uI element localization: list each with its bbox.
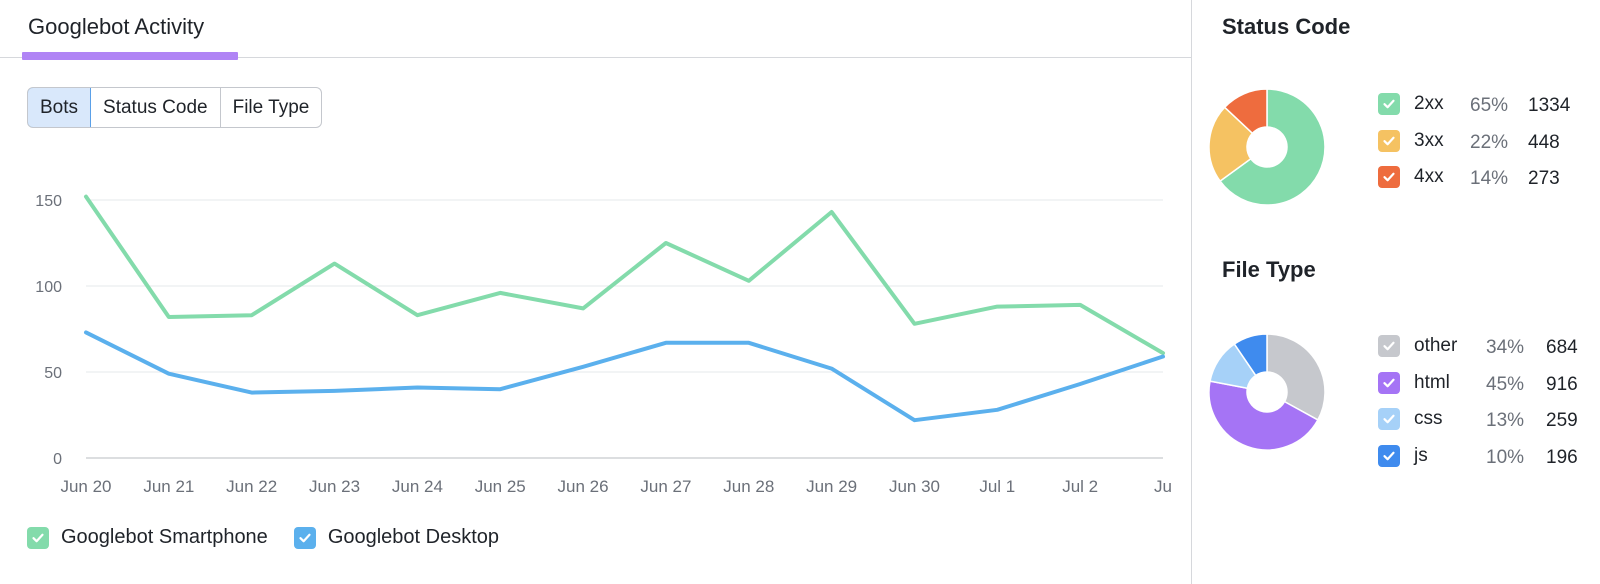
x-tick-label: Jun 25 <box>475 477 526 496</box>
tab-bar: Googlebot Activity <box>0 0 1191 60</box>
series-line[interactable] <box>84 330 1165 423</box>
line-chart-svg: 0 50 100 150 Jun 20 Jun 21 Jun 22 Jun 23 Jun 24 J… <box>35 193 1172 496</box>
legend-label: html <box>1414 371 1450 393</box>
legend-item-smartphone[interactable]: Googlebot Smartphone <box>27 526 268 549</box>
segment-file-type[interactable]: File Type <box>232 96 310 118</box>
checkbox-icon[interactable] <box>1378 371 1400 394</box>
percent-value: 14% <box>1470 168 1509 189</box>
checkbox-icon[interactable] <box>1378 335 1400 357</box>
count-value: 448 <box>1528 131 1560 153</box>
y-tick-label: 50 <box>44 365 62 382</box>
checkbox-icon[interactable] <box>27 526 49 549</box>
count-value: 273 <box>1528 168 1560 189</box>
activity-line-chart: 0 50 100 150 Jun 20 Jun 21 Jun 22 Jun 23 Jun 24 J… <box>0 150 1191 510</box>
file-type-title: File Type <box>1222 257 1316 282</box>
activity-panel: Googlebot Activity Bots Status Code File… <box>0 0 1191 549</box>
file-type-donut-chart <box>1208 333 1326 451</box>
legend-label: other <box>1414 335 1458 356</box>
percent-value: 10% <box>1486 446 1525 468</box>
percent-value: 45% <box>1486 373 1525 395</box>
legend-label: 3xx <box>1414 129 1444 151</box>
chart-legend: Googlebot Smartphone Googlebot Desktop <box>27 526 499 549</box>
checkbox-icon[interactable] <box>1378 444 1400 467</box>
percent-value: 34% <box>1486 337 1525 358</box>
legend-label: Googlebot Smartphone <box>61 526 268 548</box>
legend-label: 4xx <box>1414 166 1444 187</box>
active-tab-indicator <box>22 52 238 60</box>
count-value: 196 <box>1546 446 1578 468</box>
percent-value: 65% <box>1470 95 1509 116</box>
count-value: 684 <box>1546 337 1578 358</box>
breakdown-panel: Status Code 2xx 65% 1334 3xx 22% 448 4xx 14% 273… <box>1192 0 1600 584</box>
x-tick-label: Jun 29 <box>806 477 857 496</box>
x-tick-label: Jun 21 <box>143 477 194 496</box>
x-tick-label: Jun 20 <box>60 477 111 496</box>
donut-slice-2xx[interactable] <box>1219 88 1326 206</box>
series-line[interactable] <box>84 194 1165 356</box>
x-tick-label: Jul 2 <box>1062 477 1098 496</box>
x-tick-label: Ju <box>1154 477 1172 496</box>
status-code-donut-chart <box>1208 88 1326 206</box>
legend-label: 2xx <box>1414 93 1444 114</box>
legend-label: Googlebot Desktop <box>327 526 500 548</box>
x-tick-label: Jun 30 <box>889 477 940 496</box>
count-value: 1334 <box>1528 95 1571 116</box>
x-tick-label: Jun 26 <box>558 477 609 496</box>
donut-slice-4xx[interactable] <box>1223 88 1268 135</box>
y-tick-label: 150 <box>35 193 62 210</box>
segment-status-code[interactable]: Status Code <box>91 88 221 127</box>
checkbox-icon[interactable] <box>1378 166 1400 188</box>
percent-value: 22% <box>1470 131 1509 153</box>
x-tick-label: Jun 27 <box>640 477 691 496</box>
checkbox-icon[interactable] <box>293 526 316 549</box>
donut-slice-js[interactable] <box>1233 333 1268 377</box>
checkbox-icon[interactable] <box>1378 129 1400 152</box>
view-segmented-control: Bots Status Code File Type <box>27 87 323 128</box>
x-tick-label: Jun 22 <box>226 477 277 496</box>
tab-googlebot-activity[interactable]: Googlebot Activity <box>28 14 205 39</box>
checkbox-icon[interactable] <box>1378 408 1400 430</box>
legend-item-desktop[interactable]: Googlebot Desktop <box>293 526 500 549</box>
x-tick-label: Jul 1 <box>979 477 1015 496</box>
percent-value: 13% <box>1486 410 1525 431</box>
panel-divider <box>1191 0 1192 584</box>
segment-bots[interactable]: Bots <box>28 88 92 127</box>
count-value: 259 <box>1546 410 1578 431</box>
donut-slice-3xx[interactable] <box>1208 106 1254 183</box>
x-tick-label: Jun 28 <box>723 477 774 496</box>
legend-label: css <box>1414 408 1443 429</box>
donut-slice-html[interactable] <box>1208 380 1319 451</box>
donut-slice-other[interactable] <box>1266 333 1326 421</box>
y-tick-label: 0 <box>53 451 62 468</box>
x-tick-label: Jun 23 <box>309 477 360 496</box>
checkbox-icon[interactable] <box>1378 93 1400 115</box>
y-tick-label: 100 <box>35 279 62 296</box>
count-value: 916 <box>1546 373 1578 395</box>
x-tick-label: Jun 24 <box>392 477 443 496</box>
legend-label: js <box>1414 444 1428 466</box>
status-code-title: Status Code <box>1222 14 1351 39</box>
